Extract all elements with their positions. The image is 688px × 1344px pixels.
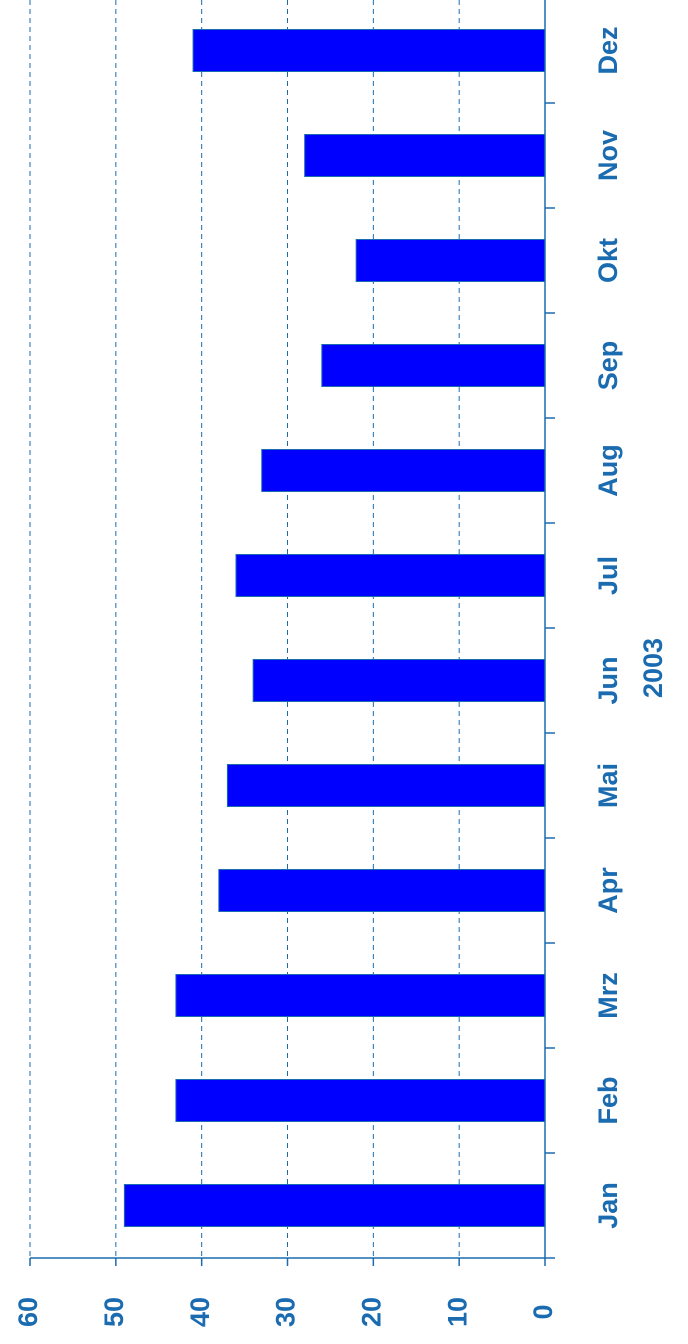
x-tick-label: Nov (593, 130, 623, 181)
bar (175, 974, 546, 1017)
x-tick-label: Aug (593, 444, 623, 496)
bar (123, 1184, 546, 1227)
y-tick-label: 40 (185, 1297, 215, 1327)
bar (252, 659, 546, 702)
x-tick-label: Jun (593, 656, 623, 704)
x-tick-label: Dez (593, 26, 623, 74)
x-tick-label: Sep (593, 341, 623, 391)
y-tick-label: 50 (99, 1297, 129, 1327)
x-tick-label: Jul (593, 556, 623, 595)
bar (226, 764, 546, 807)
y-tick-label: 0 (528, 1304, 558, 1319)
y-tick-label: 30 (271, 1297, 301, 1327)
x-tick-label: Apr (593, 867, 623, 914)
x-tick-label: Feb (593, 1076, 623, 1124)
bar (304, 134, 546, 177)
x-axis-title: 2003 (638, 638, 668, 698)
bar (192, 29, 546, 72)
y-tick-label: 60 (13, 1297, 43, 1327)
x-tick-label: Okt (593, 238, 623, 283)
x-tick-label: Mrz (593, 972, 623, 1019)
bar (261, 449, 546, 492)
y-tick-label: 10 (442, 1297, 472, 1327)
bar (321, 344, 546, 387)
bar (355, 239, 546, 282)
x-tick-label: Jan (593, 1182, 623, 1229)
bar (218, 869, 546, 912)
y-tick-label: 20 (356, 1297, 386, 1327)
bar (235, 554, 546, 597)
x-tick-label: Mai (593, 763, 623, 808)
bar (175, 1079, 546, 1122)
